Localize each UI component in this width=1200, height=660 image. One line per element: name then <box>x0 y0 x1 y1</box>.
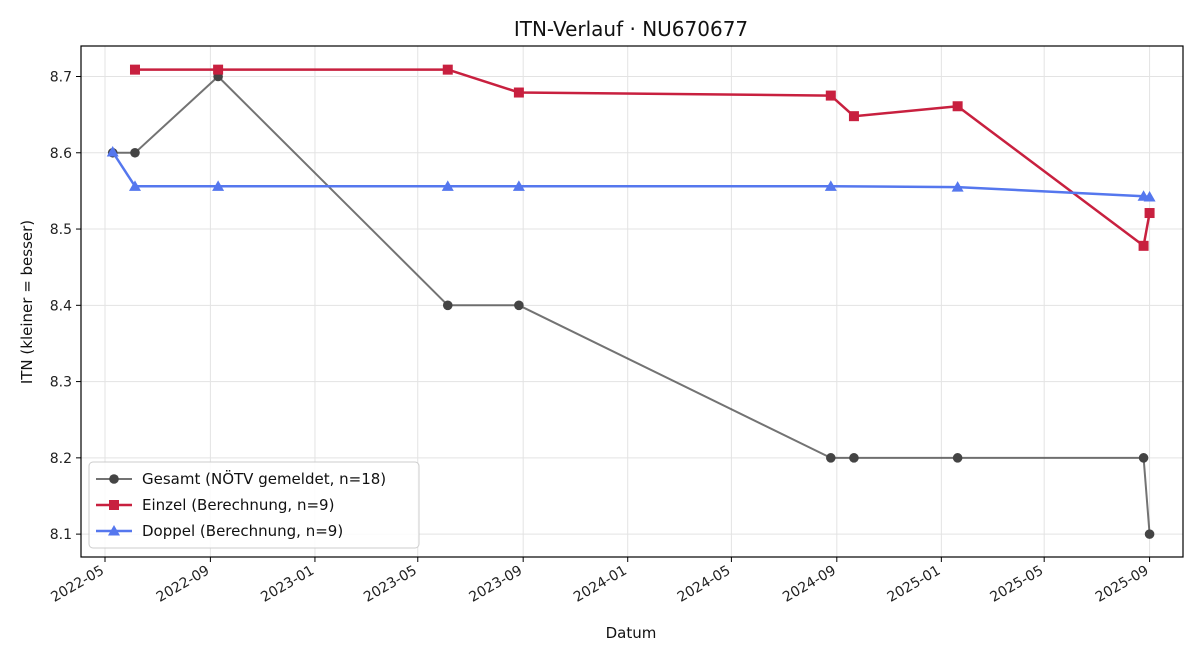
x-tick-label: 2022-05 <box>48 563 107 606</box>
data-point <box>129 64 140 75</box>
x-tick-label: 2023-09 <box>467 563 526 606</box>
data-point <box>826 453 836 463</box>
y-tick-label: 8.1 <box>50 527 72 543</box>
y-tick-label: 8.4 <box>50 298 72 314</box>
data-point <box>441 180 454 191</box>
data-point <box>1144 529 1155 539</box>
data-point <box>128 180 141 191</box>
y-tick-label: 8.3 <box>50 375 72 391</box>
x-tick-label: 2022-09 <box>154 563 213 606</box>
legend-label: Gesamt (NÖTV gemeldet, n=18) <box>142 469 386 488</box>
series-layer <box>106 64 1156 539</box>
series-line <box>135 68 1151 248</box>
data-point <box>951 181 964 192</box>
x-tick-label: 2025-05 <box>988 563 1047 606</box>
x-tick-label: 2023-01 <box>258 563 317 606</box>
x-axis-title: Datum <box>606 624 657 642</box>
x-tick-label: 2025-09 <box>1093 563 1152 606</box>
legend-label: Doppel (Berechnung, n=9) <box>142 522 343 540</box>
legend-marker <box>109 500 119 510</box>
y-axis-title: ITN (kleiner = besser) <box>18 220 36 384</box>
data-point <box>952 453 963 463</box>
data-point <box>825 90 836 101</box>
data-point <box>442 64 453 75</box>
series-triangle <box>106 146 1156 202</box>
data-point <box>514 300 524 311</box>
data-point <box>513 87 524 98</box>
series-line <box>112 75 1151 535</box>
data-point <box>512 180 525 191</box>
y-tick-label: 8.2 <box>50 451 72 467</box>
data-point <box>849 453 859 463</box>
data-point <box>442 300 453 311</box>
data-point <box>1143 191 1156 202</box>
data-point <box>106 146 119 157</box>
y-tick-label: 8.7 <box>50 70 72 86</box>
y-tick-label: 8.6 <box>50 146 72 162</box>
x-tick-label: 2024-09 <box>780 563 839 606</box>
data-point <box>1144 208 1155 219</box>
data-point <box>130 147 140 158</box>
legend-box <box>88 461 420 549</box>
legend-label: Einzel (Berechnung, n=9) <box>142 496 334 514</box>
series-line <box>111 151 1150 199</box>
x-tick-label: 2024-01 <box>571 563 630 606</box>
data-point <box>213 64 224 75</box>
plot-frame <box>80 45 1184 558</box>
chart-title: ITN-Verlauf · NU670677 <box>514 17 748 41</box>
x-tick-label: 2023-05 <box>361 563 420 606</box>
legend-marker <box>108 525 120 536</box>
data-point <box>1138 240 1149 251</box>
legend: Gesamt (NÖTV gemeldet, n=18) Einzel (Bere… <box>88 461 420 549</box>
y-tick-label: 8.5 <box>50 222 72 238</box>
x-tick-label: 2025-01 <box>885 563 944 606</box>
data-point <box>212 180 225 191</box>
legend-marker <box>109 474 119 484</box>
series-square <box>129 64 1155 251</box>
data-point <box>952 101 963 112</box>
data-point <box>824 180 837 191</box>
x-tick-label: 2024-05 <box>675 563 734 606</box>
data-point <box>848 111 859 122</box>
data-point <box>1138 453 1149 463</box>
